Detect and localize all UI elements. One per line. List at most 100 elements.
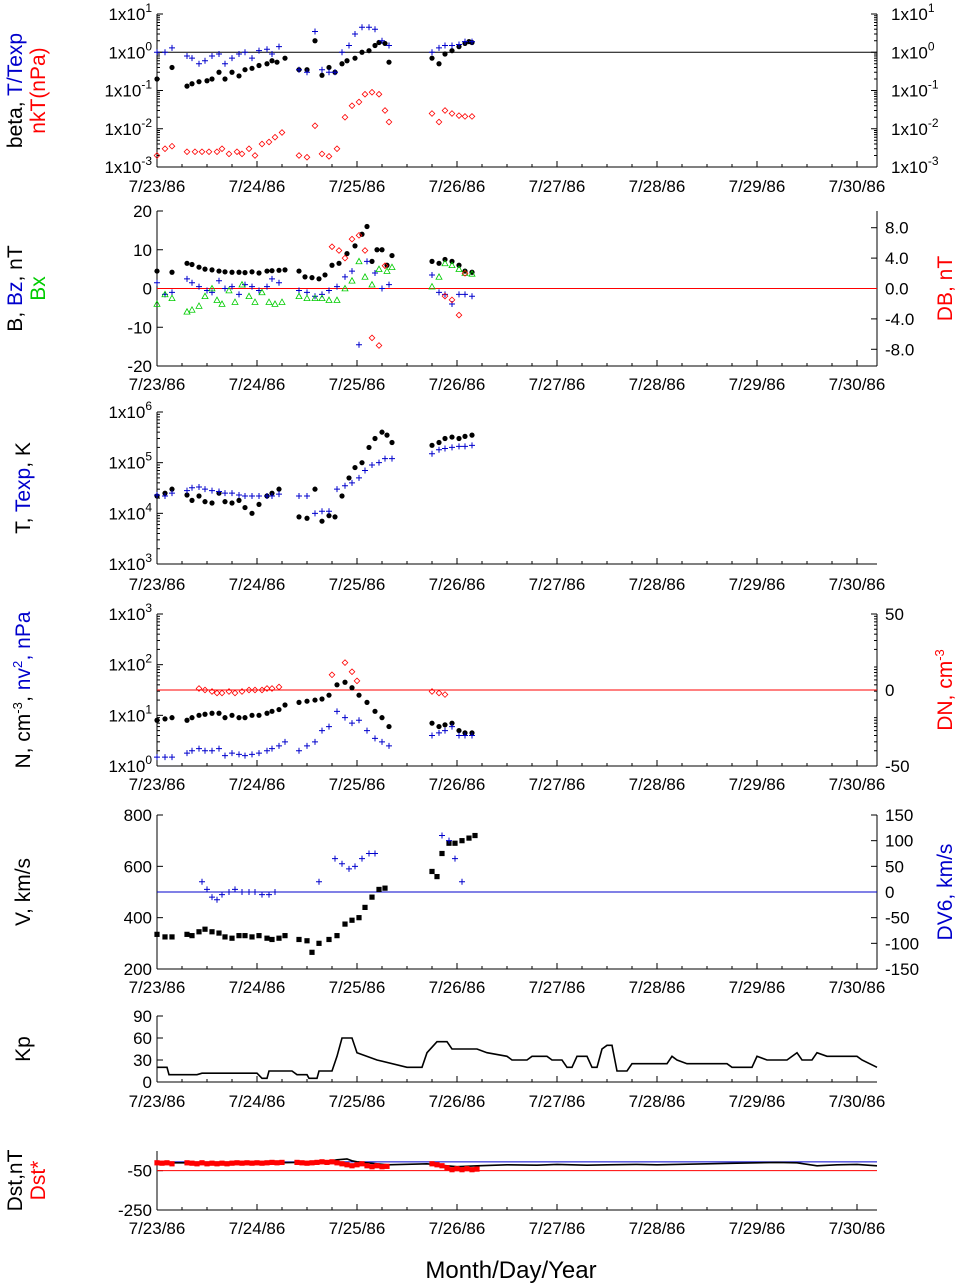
x-tick-label: 7/25/86 [329, 775, 386, 794]
data-point [369, 894, 375, 900]
data-point [225, 286, 233, 294]
data-point [222, 60, 228, 67]
data-point [384, 1163, 390, 1169]
data-point [271, 133, 279, 141]
y-right-tick-label: 8.0 [885, 219, 909, 238]
data-point [442, 256, 448, 263]
data-point [456, 435, 462, 442]
x-tick-label: 7/23/86 [129, 375, 186, 394]
data-point [264, 1160, 270, 1166]
data-point [282, 55, 288, 61]
data-point [229, 269, 235, 275]
data-point [341, 254, 349, 262]
data-point [466, 835, 472, 841]
data-point [251, 298, 259, 305]
data-point [249, 712, 255, 718]
data-point [469, 293, 475, 300]
data-point [169, 1161, 175, 1167]
data-point [276, 279, 282, 286]
data-point [162, 934, 168, 940]
data-point [265, 138, 273, 146]
y-right-tick-label: 1x101 [891, 1, 935, 24]
data-point [356, 474, 362, 481]
data-point [334, 682, 340, 688]
y-right-tick-label: 50 [885, 857, 904, 876]
data-point [319, 66, 325, 73]
data-point [191, 148, 199, 156]
data-point [303, 294, 311, 301]
data-point [441, 292, 449, 300]
data-point [154, 754, 160, 761]
data-point [224, 1161, 230, 1167]
data-point [196, 712, 202, 718]
y-tick-label: 1x100 [108, 753, 152, 776]
data-point [269, 492, 275, 499]
data-point [214, 896, 220, 903]
data-point [249, 492, 255, 499]
data-point [435, 689, 443, 697]
y-tick-label: 1x103 [108, 551, 152, 574]
data-point [245, 145, 253, 153]
data-point [389, 455, 395, 462]
data-point [436, 289, 442, 296]
x-axis-title: Month/Day/Year [425, 1257, 596, 1284]
data-point [169, 486, 175, 492]
data-point [442, 727, 448, 734]
data-point [356, 717, 362, 724]
data-point [169, 715, 175, 721]
y-right-axis-title: DB, nT [934, 256, 957, 322]
data-point [449, 444, 455, 451]
data-point [231, 689, 239, 697]
data-point [435, 118, 443, 126]
data-point [183, 148, 191, 156]
data-point [442, 722, 448, 728]
data-point [428, 688, 436, 695]
data-point [222, 490, 228, 497]
data-point [326, 69, 332, 76]
data-point [339, 49, 345, 56]
x-tick-label: 7/27/86 [529, 978, 586, 997]
data-point [326, 508, 332, 515]
data-point [269, 708, 275, 714]
data-point [312, 38, 318, 44]
data-point [254, 1160, 260, 1166]
y-tick-label: -10 [127, 318, 152, 337]
data-point [209, 487, 215, 494]
data-point [336, 260, 342, 266]
data-point [154, 492, 160, 499]
data-point [251, 152, 259, 159]
data-point [386, 42, 392, 49]
data-point [169, 490, 175, 497]
x-tick-label: 7/30/86 [829, 775, 886, 794]
y-right-tick-label: -4.0 [885, 310, 914, 329]
data-point [429, 720, 435, 726]
x-tick-label: 7/29/86 [729, 375, 786, 394]
data-point [459, 838, 465, 844]
data-point [379, 738, 385, 745]
series-bfield-1 [154, 258, 475, 348]
data-point [359, 24, 365, 31]
data-point [245, 292, 253, 300]
y-tick-label: 0 [143, 1073, 152, 1092]
data-point [263, 685, 271, 692]
y-tick-label: 1x10-2 [104, 116, 152, 139]
data-point [372, 708, 378, 714]
data-point [184, 275, 190, 282]
data-point [274, 1160, 280, 1166]
data-point [311, 294, 319, 301]
data-point [348, 668, 356, 676]
data-point [332, 855, 338, 862]
data-point [459, 878, 465, 885]
y-tick-label: 1x100 [108, 39, 152, 62]
x-tick-label: 7/24/86 [229, 978, 286, 997]
data-point [256, 933, 262, 939]
data-point [296, 66, 302, 73]
data-point [334, 486, 340, 493]
data-point [229, 935, 235, 941]
data-point [222, 934, 228, 940]
data-point [339, 1161, 345, 1167]
data-point [312, 293, 318, 300]
data-point [448, 296, 456, 304]
x-tick-label: 7/24/86 [229, 1092, 286, 1111]
data-point [204, 886, 210, 893]
